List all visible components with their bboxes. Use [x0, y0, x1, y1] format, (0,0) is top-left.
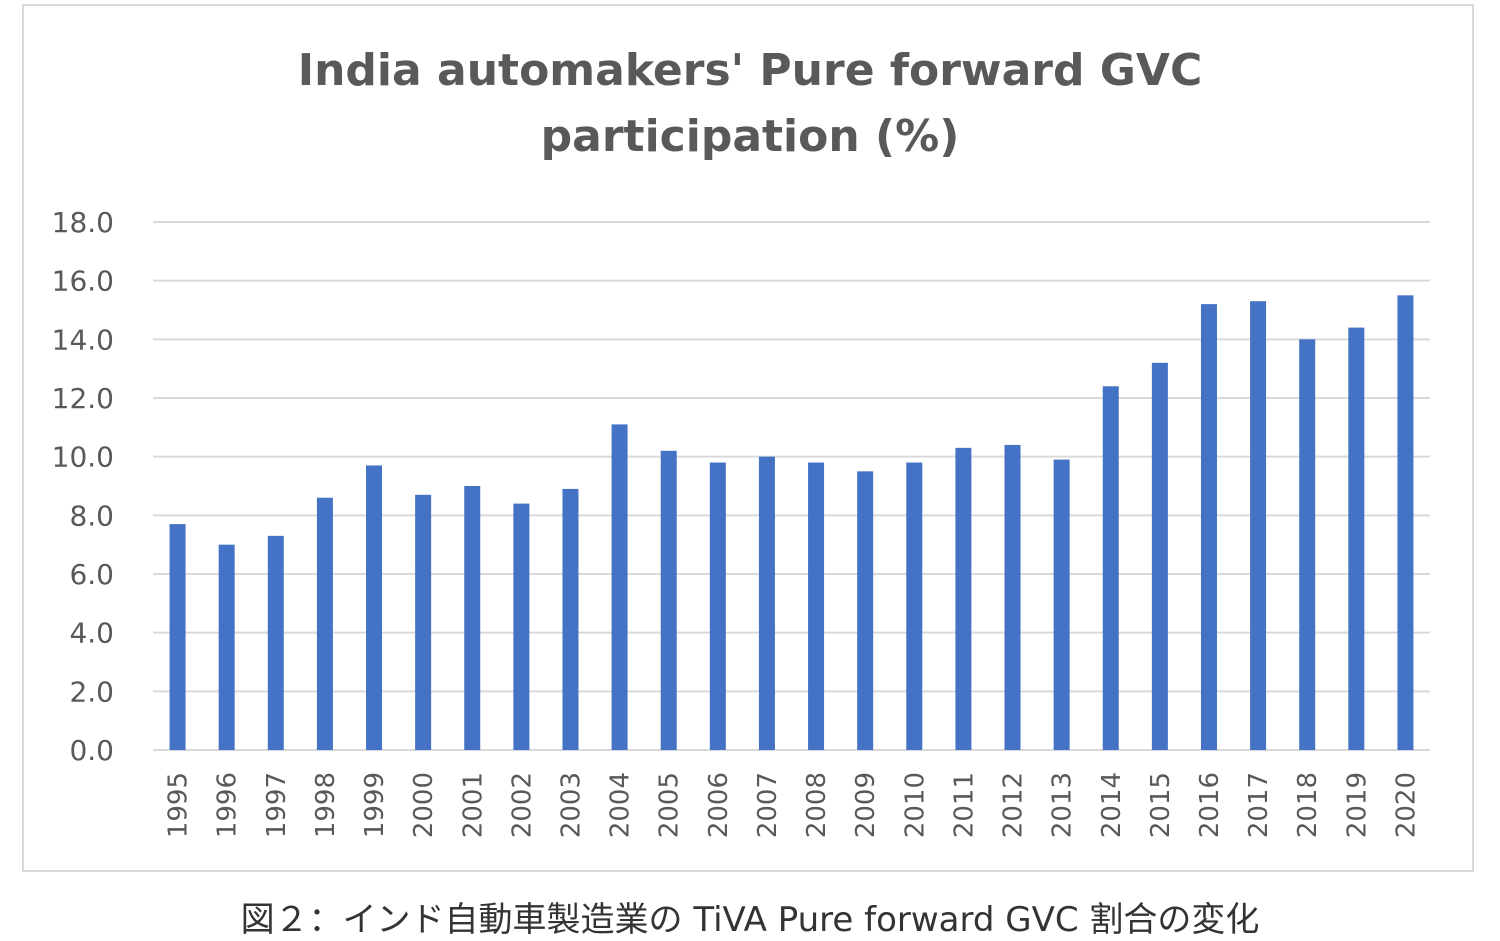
bar — [513, 503, 530, 750]
bar — [1053, 459, 1070, 750]
bar — [316, 497, 333, 750]
x-tick-label: 1997 — [262, 772, 292, 838]
y-tick-label: 2.0 — [69, 675, 114, 708]
chart-title-line-2: participation (%) — [540, 111, 960, 162]
chart-frame — [22, 4, 1474, 872]
x-tick-label: 2017 — [1244, 772, 1274, 838]
bar — [1004, 444, 1021, 750]
x-tick-label: 2010 — [900, 772, 930, 838]
bar — [562, 488, 579, 750]
x-tick-label: 2009 — [851, 772, 881, 838]
x-tick-label: 2018 — [1293, 772, 1323, 838]
y-tick-label: 14.0 — [52, 323, 114, 356]
x-tick-label: 1995 — [164, 772, 194, 838]
bar — [611, 424, 628, 750]
x-tick-label: 2005 — [655, 772, 685, 838]
x-tick-label: 2004 — [606, 772, 636, 838]
x-tick-label: 2003 — [556, 772, 586, 838]
bar — [1299, 339, 1316, 750]
y-tick-label: 18.0 — [52, 206, 114, 239]
bar — [808, 462, 825, 750]
x-tick-label: 2001 — [458, 772, 488, 838]
x-tick-label: 2007 — [753, 772, 783, 838]
x-tick-label: 2000 — [409, 772, 439, 838]
x-tick-label: 1999 — [360, 772, 390, 838]
bar — [1397, 295, 1414, 750]
bar — [267, 535, 284, 750]
bar — [955, 447, 972, 750]
bar — [1151, 362, 1168, 750]
x-tick-label: 2008 — [802, 772, 832, 838]
y-tick-label: 6.0 — [69, 558, 114, 591]
x-tick-label: 2006 — [704, 772, 734, 838]
x-tick-label: 1998 — [311, 772, 341, 838]
y-tick-label: 16.0 — [52, 265, 114, 298]
x-tick-label: 2016 — [1195, 772, 1225, 838]
bar — [857, 471, 874, 750]
y-tick-label: 0.0 — [69, 734, 114, 767]
x-tick-label: 2002 — [507, 772, 537, 838]
chart-title: India automakers' Pure forward GVC parti… — [0, 38, 1500, 170]
x-tick-label: 2014 — [1097, 772, 1127, 838]
bar — [415, 494, 432, 750]
bar — [1200, 304, 1217, 750]
y-tick-label: 8.0 — [69, 499, 114, 532]
bar — [169, 524, 186, 750]
bar — [1102, 386, 1119, 750]
bar — [906, 462, 923, 750]
bar — [366, 465, 383, 750]
y-tick-label: 10.0 — [52, 441, 114, 474]
bar — [464, 486, 481, 750]
y-tick-label: 12.0 — [52, 382, 114, 415]
bar — [1348, 327, 1365, 750]
x-tick-label: 1996 — [213, 772, 243, 838]
figure-caption: 図２：インド自動車製造業の TiVA Pure forward GVC 割合の変… — [240, 900, 1260, 940]
bar — [218, 544, 235, 750]
y-tick-label: 4.0 — [69, 617, 114, 650]
bar — [709, 462, 726, 750]
x-tick-label: 2013 — [1048, 772, 1078, 838]
bar — [758, 456, 775, 750]
x-tick-label: 2012 — [999, 772, 1029, 838]
bar — [660, 450, 677, 750]
chart-title-line-1: India automakers' Pure forward GVC — [297, 45, 1203, 96]
x-tick-label: 2011 — [949, 772, 979, 838]
x-tick-label: 2020 — [1391, 772, 1421, 838]
x-tick-label: 2019 — [1342, 772, 1372, 838]
x-tick-label: 2015 — [1146, 772, 1176, 838]
bar — [1250, 301, 1267, 750]
